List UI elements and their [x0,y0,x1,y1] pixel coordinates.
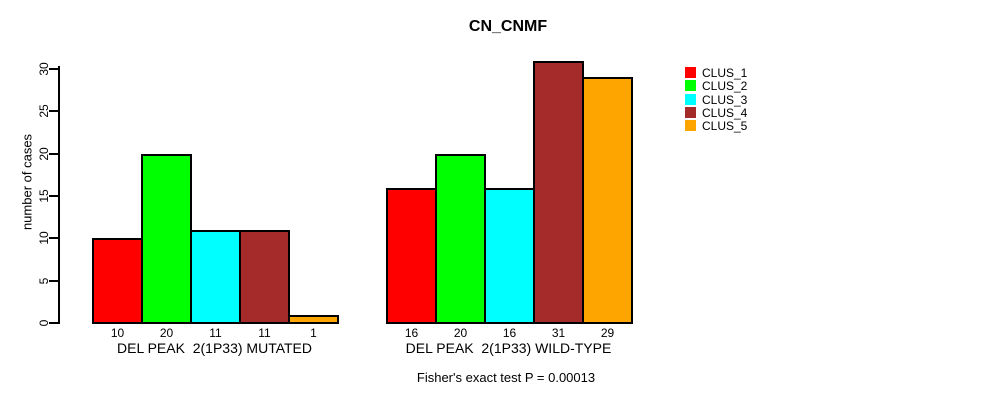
y-axis-tick [49,194,60,197]
y-axis-tick-label: 5 [37,277,51,284]
y-axis-label: number of cases [19,133,35,231]
y-axis-tick-label: 10 [37,231,51,246]
bar-value-label: 16 [404,326,419,340]
y-axis-tick [49,110,60,113]
legend-swatch-clus_5 [685,120,696,131]
legend-swatch-clus_3 [685,93,696,105]
y-axis-tick-label: 25 [37,104,51,118]
legend-swatch-clus_1 [685,67,696,78]
y-axis-tick-label: 0 [37,319,51,327]
bar-value-label: 29 [600,326,615,340]
y-axis-tick [49,279,60,282]
bar-clus_4-group2 [533,61,584,324]
bar-clus_1-group1 [92,238,143,324]
fisher-test-annotation: Fisher's exact test P = 0.00013 [416,370,596,385]
y-axis-tick [49,322,60,324]
bar-value-label: 10 [110,326,125,340]
bar-clus_2-group1 [141,154,192,324]
y-axis-tick [49,152,60,155]
bar-value-label: 11 [209,326,222,340]
bar-value-label: 20 [453,326,468,340]
bar-value-label: 11 [258,326,271,340]
bar-clus_1-group2 [386,188,437,324]
bar-clus_2-group2 [435,154,486,324]
y-axis-tick-label: 30 [37,62,51,76]
legend-label: CLUS_2 [702,79,748,94]
legend-label: CLUS_4 [702,105,748,120]
y-axis-tick-label: 15 [37,189,51,203]
bar-clus_3-group1 [190,230,241,324]
bar-value-label: 1 [310,326,317,340]
legend-label: CLUS_1 [702,66,748,80]
bar-clus_5-group1 [288,315,339,324]
bar-value-label: 20 [159,326,174,340]
bar-clus_5-group2 [582,77,633,324]
bar-clus_4-group1 [239,230,290,324]
bar-value-label: 16 [502,326,517,340]
chart-title: CN_CNMF [468,18,548,35]
legend-swatch-clus_4 [685,106,696,118]
group-label: DEL PEAK 2(1P33) WILD-TYPE [405,340,612,356]
bar-value-label: 31 [551,326,566,340]
y-axis-tick [49,67,60,70]
legend-swatch-clus_2 [685,80,696,92]
y-axis-tick [49,237,60,240]
group-label: DEL PEAK 2(1P33) MUTATED [116,340,313,356]
legend-label: CLUS_3 [702,92,748,107]
bar-clus_3-group2 [484,188,535,324]
y-axis-tick-label: 20 [37,146,51,161]
legend-label: CLUS_5 [702,119,748,133]
